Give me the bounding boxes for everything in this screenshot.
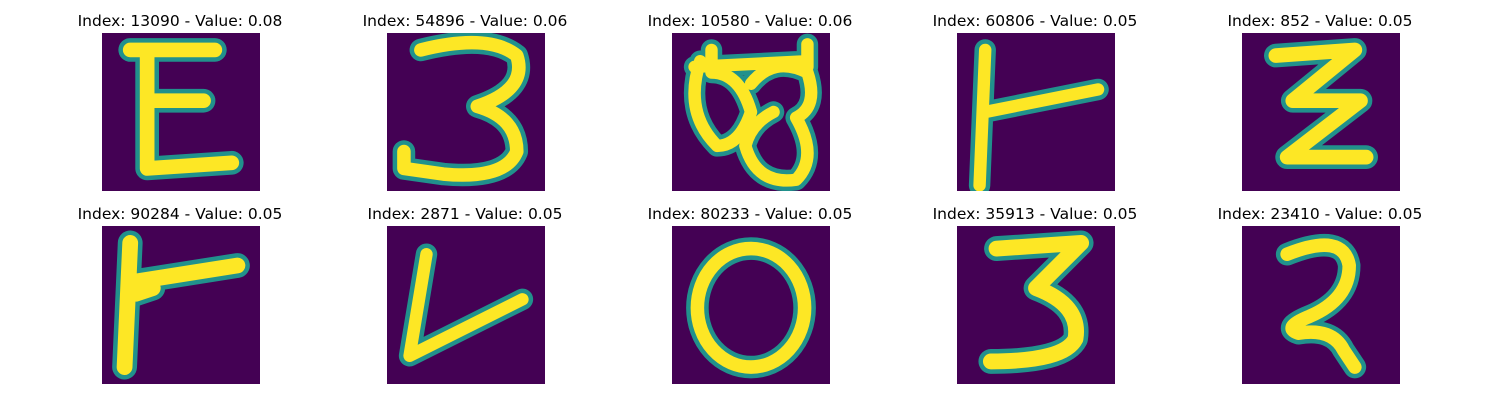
panel-9: Index: 35913 - Value: 0.05 bbox=[895, 204, 1175, 394]
digit-image-e bbox=[102, 33, 260, 191]
panel-4: Index: 60806 - Value: 0.05 bbox=[895, 11, 1175, 201]
panel-3: Index: 10580 - Value: 0.06 bbox=[610, 11, 890, 201]
digit-image-o bbox=[672, 226, 830, 384]
digit-image-3 bbox=[957, 226, 1115, 384]
digit-image-v bbox=[387, 226, 545, 384]
panel-6: Index: 90284 - Value: 0.05 bbox=[40, 204, 320, 394]
digit-image-z bbox=[1242, 33, 1400, 191]
digit-image-2 bbox=[1242, 226, 1400, 384]
panel-5: Index: 852 - Value: 0.05 bbox=[1180, 11, 1460, 201]
panel-7: Index: 2871 - Value: 0.05 bbox=[325, 204, 605, 394]
panel-1: Index: 13090 - Value: 0.08 bbox=[40, 11, 320, 201]
panel-title: Index: 80233 - Value: 0.05 bbox=[647, 205, 853, 223]
panel-title: Index: 13090 - Value: 0.08 bbox=[77, 12, 283, 30]
digit-image-b bbox=[672, 33, 830, 191]
panel-10: Index: 23410 - Value: 0.05 bbox=[1180, 204, 1460, 394]
digit-image-t-rotated bbox=[957, 33, 1115, 191]
panel-8: Index: 80233 - Value: 0.05 bbox=[610, 204, 890, 394]
panel-title: Index: 2871 - Value: 0.05 bbox=[367, 205, 563, 223]
panel-title: Index: 23410 - Value: 0.05 bbox=[1217, 205, 1423, 223]
panel-title: Index: 35913 - Value: 0.05 bbox=[932, 205, 1138, 223]
digit-image-3 bbox=[387, 33, 545, 191]
panel-title: Index: 10580 - Value: 0.06 bbox=[647, 12, 853, 30]
panel-2: Index: 54896 - Value: 0.06 bbox=[325, 11, 605, 201]
digit-image-t-rotated bbox=[102, 226, 260, 384]
panel-title: Index: 60806 - Value: 0.05 bbox=[932, 12, 1138, 30]
panel-title: Index: 54896 - Value: 0.06 bbox=[362, 12, 568, 30]
panel-title: Index: 852 - Value: 0.05 bbox=[1227, 12, 1413, 30]
panel-title: Index: 90284 - Value: 0.05 bbox=[77, 205, 283, 223]
